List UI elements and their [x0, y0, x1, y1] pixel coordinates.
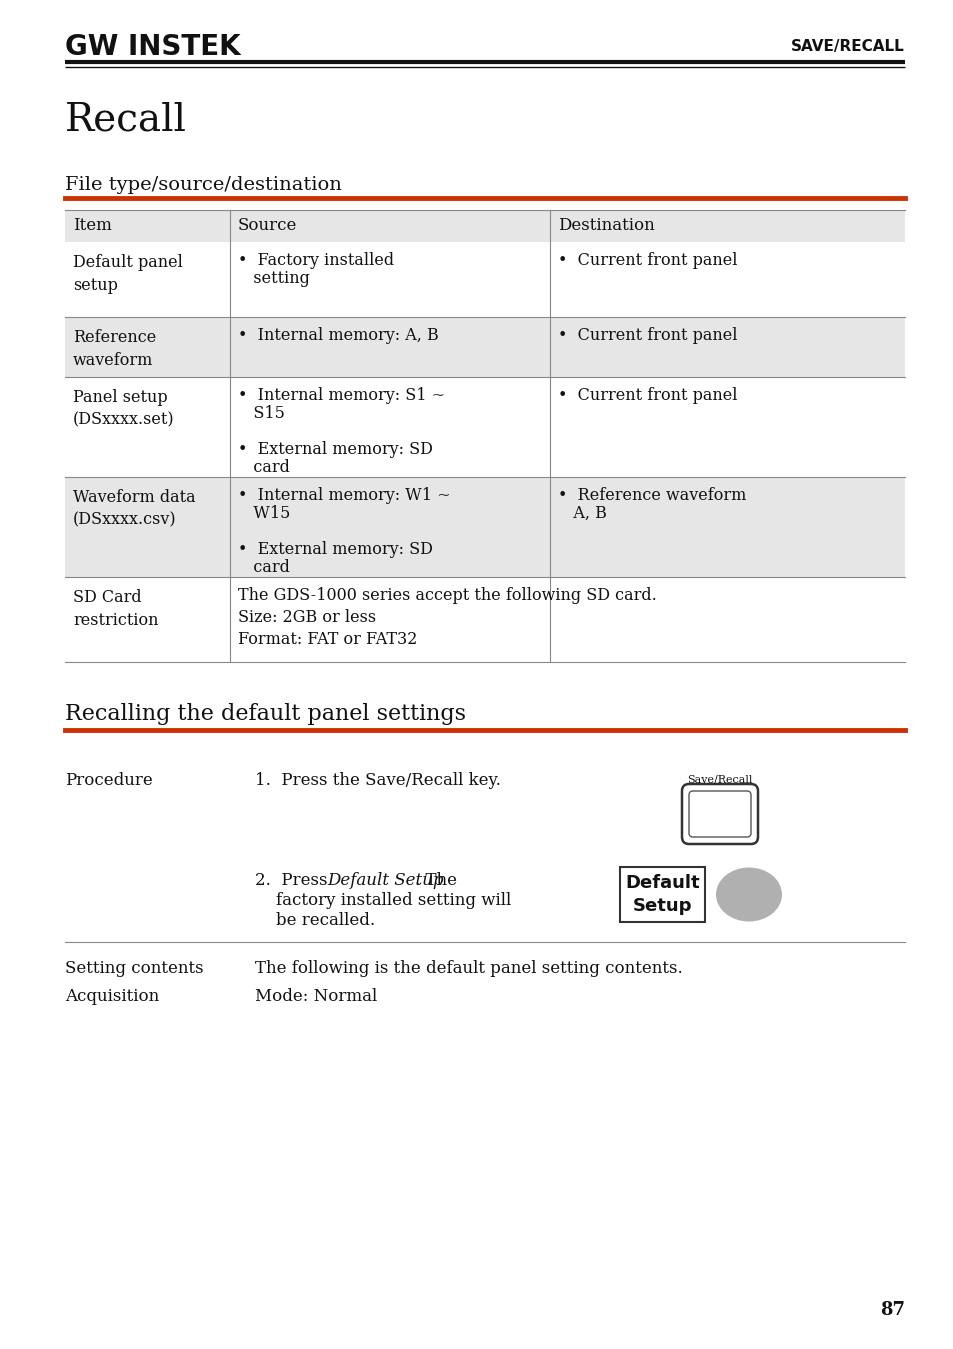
Text: Source: Source: [237, 217, 297, 235]
Text: •  Internal memory: W1 ~: • Internal memory: W1 ~: [237, 487, 450, 505]
FancyBboxPatch shape: [688, 791, 750, 836]
Bar: [619, 867, 704, 921]
Text: Default Setup: Default Setup: [327, 871, 443, 889]
Text: S15: S15: [237, 405, 285, 422]
Bar: [65, 478, 904, 577]
Text: •  Current front panel: • Current front panel: [558, 252, 737, 268]
Text: A, B: A, B: [558, 505, 606, 522]
Text: factory installed setting will: factory installed setting will: [254, 892, 511, 909]
Text: be recalled.: be recalled.: [254, 912, 375, 929]
Text: Recalling the default panel settings: Recalling the default panel settings: [65, 703, 465, 724]
Text: SAVE/RECALL: SAVE/RECALL: [790, 39, 904, 54]
Text: card: card: [237, 459, 290, 476]
Text: •  Factory installed: • Factory installed: [237, 252, 394, 268]
Text: 1.  Press the Save/Recall key.: 1. Press the Save/Recall key.: [254, 772, 500, 789]
FancyBboxPatch shape: [681, 784, 758, 844]
Text: Item: Item: [73, 217, 112, 235]
Text: •  External memory: SD: • External memory: SD: [237, 441, 433, 459]
Text: Default panel
setup: Default panel setup: [73, 254, 183, 294]
Text: •  Reference waveform: • Reference waveform: [558, 487, 745, 505]
Text: File type/source/destination: File type/source/destination: [65, 175, 341, 194]
Text: •  Current front panel: • Current front panel: [558, 387, 737, 403]
Text: Destination: Destination: [558, 217, 654, 235]
Text: Size: 2GB or less: Size: 2GB or less: [237, 608, 375, 626]
Ellipse shape: [716, 867, 781, 921]
Bar: [65, 210, 904, 241]
Text: SD Card
restriction: SD Card restriction: [73, 590, 158, 629]
Text: W15: W15: [237, 505, 290, 522]
Text: 87: 87: [879, 1300, 904, 1319]
Text: Format: FAT or FAT32: Format: FAT or FAT32: [237, 631, 417, 648]
Text: Reference
waveform: Reference waveform: [73, 329, 156, 368]
Text: Recall: Recall: [65, 101, 187, 139]
Text: Panel setup
(DSxxxx.set): Panel setup (DSxxxx.set): [73, 389, 174, 429]
Text: The GDS-1000 series accept the following SD card.: The GDS-1000 series accept the following…: [237, 587, 656, 604]
Text: •  Internal memory: S1 ~: • Internal memory: S1 ~: [237, 387, 445, 403]
Text: Waveform data
(DSxxxx.csv): Waveform data (DSxxxx.csv): [73, 488, 195, 529]
Text: Acquisition: Acquisition: [65, 987, 159, 1005]
Text: card: card: [237, 558, 290, 576]
Text: Procedure: Procedure: [65, 772, 152, 789]
Text: setting: setting: [237, 270, 310, 287]
Text: •  Internal memory: A, B: • Internal memory: A, B: [237, 326, 438, 344]
Text: The following is the default panel setting contents.: The following is the default panel setti…: [254, 960, 682, 977]
Text: Setting contents: Setting contents: [65, 960, 203, 977]
Text: . The: . The: [415, 871, 456, 889]
Text: Save/Recall: Save/Recall: [686, 774, 752, 784]
Text: GW INSTEK: GW INSTEK: [65, 32, 240, 61]
Bar: [65, 317, 904, 376]
Text: Default
Setup: Default Setup: [624, 874, 700, 916]
Text: Mode: Normal: Mode: Normal: [254, 987, 376, 1005]
Text: •  Current front panel: • Current front panel: [558, 326, 737, 344]
Text: 2.  Press: 2. Press: [254, 871, 333, 889]
Text: •  External memory: SD: • External memory: SD: [237, 541, 433, 558]
